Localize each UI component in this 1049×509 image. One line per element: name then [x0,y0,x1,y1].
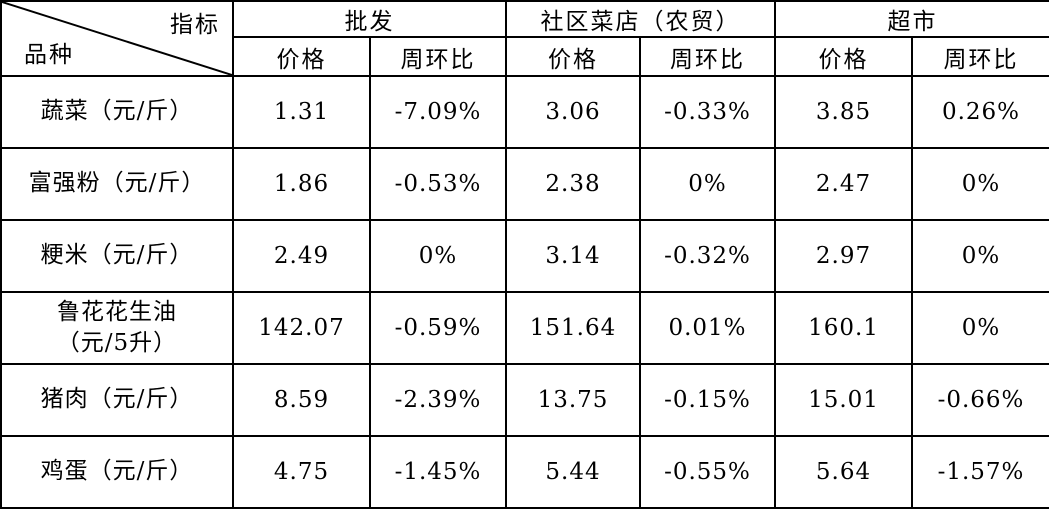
wow-cell: 0% [911,147,1049,221]
price-cell: 151.64 [505,291,641,365]
wow-cell: 0.01% [639,291,776,365]
wow-cell: 0% [911,219,1049,293]
price-cell: 142.07 [232,291,371,365]
row-label: 鸡蛋（元/斤） [0,435,234,509]
price-cell: 2.47 [774,147,913,221]
table-row-pork: 猪肉（元/斤） 8.59 -2.39% 13.75 -0.15% 15.01 -… [0,363,1049,437]
price-cell: 13.75 [505,363,641,437]
table-row-eggs: 鸡蛋（元/斤） 4.75 -1.45% 5.44 -0.55% 5.64 -1.… [0,435,1049,509]
table-row-vegetables: 蔬菜（元/斤） 1.31 -7.09% 3.06 -0.33% 3.85 0.2… [0,75,1049,149]
subheader-supermarket-wow: 周环比 [911,36,1049,77]
price-cell: 2.49 [232,219,371,293]
price-cell: 8.59 [232,363,371,437]
wow-cell: -0.59% [369,291,507,365]
subheader-wholesale-price: 价格 [232,36,371,77]
wow-cell: -1.45% [369,435,507,509]
wow-cell: -0.66% [911,363,1049,437]
wow-cell: -0.32% [639,219,776,293]
wow-cell: -0.55% [639,435,776,509]
corner-label-variety: 品种 [24,42,74,68]
price-cell: 4.75 [232,435,371,509]
row-label: 猪肉（元/斤） [0,363,234,437]
column-group-wholesale: 批发 [232,0,507,38]
corner-header-cell: 指标 品种 [0,0,234,77]
row-label: 鲁花花生油 （元/5升） [0,291,234,365]
column-group-supermarket: 超市 [774,0,1049,38]
price-cell: 5.44 [505,435,641,509]
wow-cell: 0% [911,291,1049,365]
wow-cell: -0.53% [369,147,507,221]
subheader-wholesale-wow: 周环比 [369,36,507,77]
wow-cell: 0% [639,147,776,221]
price-cell: 2.38 [505,147,641,221]
price-cell: 2.97 [774,219,913,293]
price-cell: 3.06 [505,75,641,149]
price-cell: 1.31 [232,75,371,149]
row-label: 蔬菜（元/斤） [0,75,234,149]
price-cell: 15.01 [774,363,913,437]
wow-cell: 0% [369,219,507,293]
wow-cell: -1.57% [911,435,1049,509]
wow-cell: -0.15% [639,363,776,437]
subheader-community-price: 价格 [505,36,641,77]
diagonal-divider-line [2,2,232,75]
price-cell: 3.85 [774,75,913,149]
price-cell: 3.14 [505,219,641,293]
price-cell: 160.1 [774,291,913,365]
price-cell: 1.86 [232,147,371,221]
header-group-row: 指标 品种 批发 社区菜店（农贸） 超市 [0,0,1049,77]
subheader-supermarket-price: 价格 [774,36,913,77]
row-label: 富强粉（元/斤） [0,147,234,221]
wow-cell: -2.39% [369,363,507,437]
wow-cell: 0.26% [911,75,1049,149]
table-row-luhua-peanut-oil: 鲁花花生油 （元/5升） 142.07 -0.59% 151.64 0.01% … [0,291,1049,365]
corner-label-indicator: 指标 [170,12,220,38]
column-group-community-store: 社区菜店（农贸） [505,0,776,38]
table-row-japonica-rice: 粳米（元/斤） 2.49 0% 3.14 -0.32% 2.97 0% [0,219,1049,293]
wow-cell: -7.09% [369,75,507,149]
wow-cell: -0.33% [639,75,776,149]
header-sub-row: 价格 周环比 价格 周环比 价格 周环比 [1,36,1049,77]
subheader-community-wow: 周环比 [639,36,776,77]
row-label: 粳米（元/斤） [0,219,234,293]
price-cell: 5.64 [774,435,913,509]
table-row-fuqiang-flour: 富强粉（元/斤） 1.86 -0.53% 2.38 0% 2.47 0% [0,147,1049,221]
